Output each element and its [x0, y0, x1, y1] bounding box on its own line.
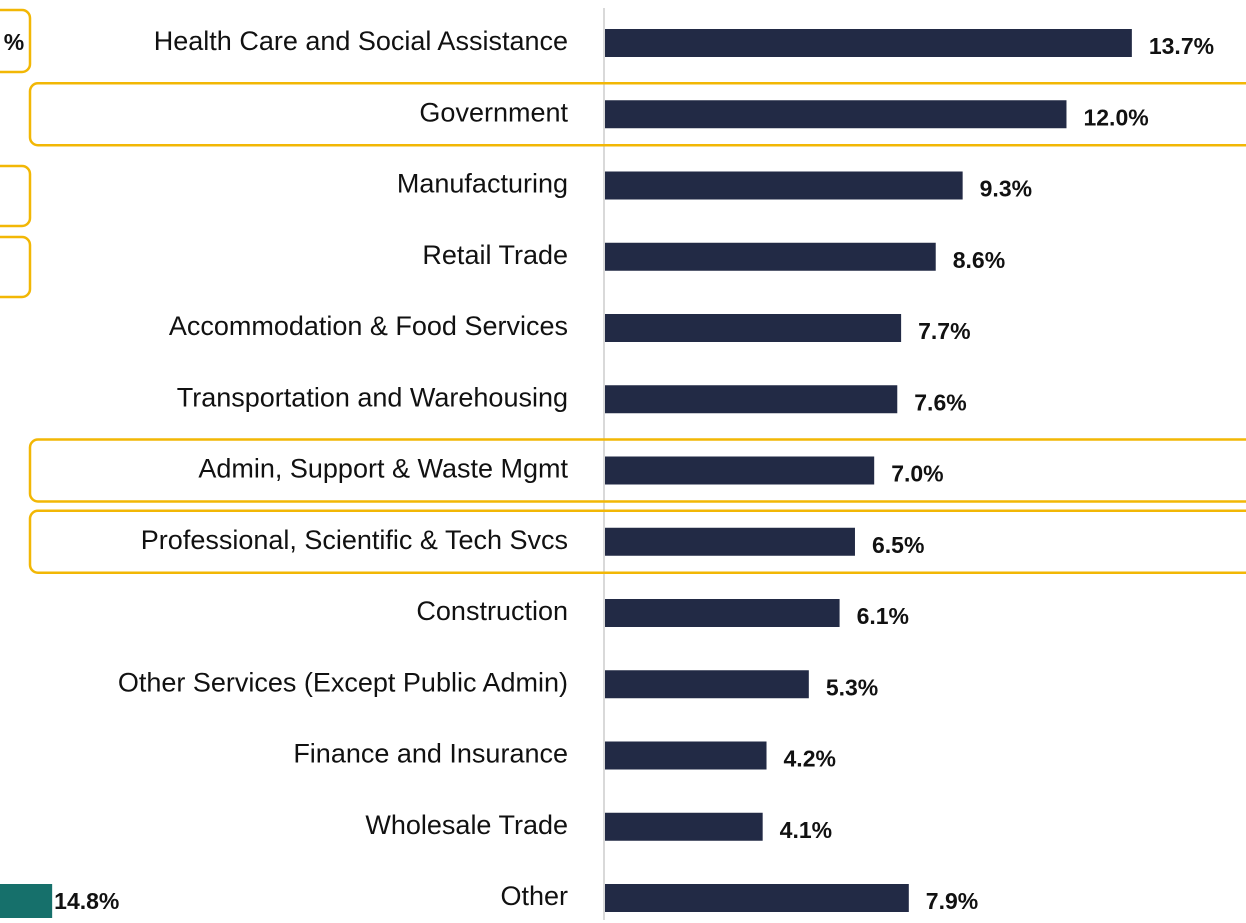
category-label: Transportation and Warehousing — [177, 382, 568, 412]
bar — [605, 670, 809, 699]
bar — [0, 884, 53, 918]
value-label: 7.6% — [914, 389, 966, 415]
highlight-box — [28, 509, 1246, 574]
value-label: 7.7% — [918, 318, 970, 344]
category-label: Finance and Insurance — [293, 739, 568, 769]
value-label: 5.3% — [826, 674, 878, 700]
highlight-box-fragment — [0, 164, 32, 228]
bar — [605, 741, 767, 770]
bar — [605, 812, 763, 841]
category-label: Construction — [416, 596, 568, 626]
category-label: Admin, Support & Waste Mgmt — [198, 454, 568, 484]
bar — [605, 29, 1132, 57]
category-label: Wholesale Trade — [365, 810, 568, 840]
bar — [605, 527, 855, 556]
bar — [605, 242, 936, 271]
value-label: 8.6% — [953, 247, 1005, 273]
value-label: 4.1% — [780, 817, 832, 843]
bar — [605, 385, 898, 414]
category-label: Manufacturing — [397, 169, 568, 199]
value-label: 7.0% — [891, 461, 943, 487]
category-label: Other — [500, 881, 568, 911]
bar — [605, 884, 909, 912]
category-label: Professional, Scientific & Tech Svcs — [141, 525, 568, 555]
annotation: % — [4, 29, 24, 55]
value-label: 7.9% — [926, 888, 978, 914]
value-label: 4.2% — [784, 746, 836, 772]
category-label: Other Services (Except Public Admin) — [118, 667, 568, 697]
category-label: Retail Trade — [422, 240, 568, 270]
highlight-box-fragment — [0, 8, 32, 74]
value-label: 13.7% — [1149, 33, 1214, 59]
category-label: Government — [419, 97, 568, 127]
value-label: 6.1% — [857, 603, 909, 629]
category-label: Health Care and Social Assistance — [154, 26, 568, 56]
value-label: 12.0% — [1083, 104, 1148, 130]
bar — [605, 314, 902, 342]
value-label: 6.5% — [872, 532, 924, 558]
highlight-box — [28, 82, 1246, 147]
value-label: 14.8% — [54, 888, 119, 914]
highlight-box-fragment — [0, 235, 32, 299]
bar — [605, 171, 963, 200]
bar — [605, 456, 875, 485]
value-label: 9.3% — [980, 176, 1032, 202]
bar — [605, 599, 840, 627]
highlight-box — [28, 438, 1246, 503]
category-label: Accommodation & Food Services — [169, 311, 568, 341]
bar — [605, 100, 1067, 129]
